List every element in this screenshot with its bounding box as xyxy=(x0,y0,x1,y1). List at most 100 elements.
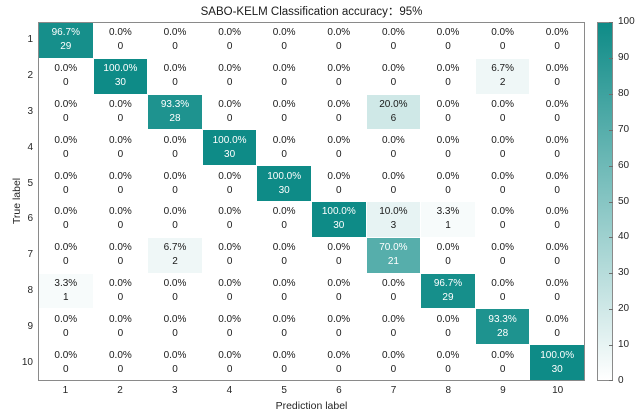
cell-percent: 93.3% xyxy=(160,98,190,110)
cell-count: 0 xyxy=(336,327,342,339)
matrix-cell-r2-c1: 0.0% 0 xyxy=(39,58,93,94)
matrix-cell-r7-c1: 0.0% 0 xyxy=(39,237,93,273)
matrix-cell-r10-c6: 0.0% 0 xyxy=(311,345,366,380)
cell-count: 0 xyxy=(281,256,287,268)
cell-count: 0 xyxy=(554,327,560,339)
matrix-cell-r1-c2: 0.0% 0 xyxy=(93,23,148,58)
matrix-cell-r7-c8: 0.0% 0 xyxy=(421,237,475,273)
cell-percent: 0.0% xyxy=(381,349,405,361)
cell-percent: 3.3% xyxy=(436,206,460,218)
cell-count: 0 xyxy=(390,148,397,160)
cell-count: 0 xyxy=(63,220,69,232)
cell-count: 30 xyxy=(224,148,236,160)
cell-percent: 0.0% xyxy=(218,206,241,218)
matrix-cell-r7-c2: 0.0% 0 xyxy=(93,237,148,273)
cell-count: 0 xyxy=(172,148,178,160)
cell-percent: 0.0% xyxy=(218,170,241,182)
colorbar-tick-80: 80 xyxy=(618,87,630,99)
matrix-cell-r9-c3: 0.0% 0 xyxy=(148,309,202,345)
matrix-cell-r8-c5: 0.0% 0 xyxy=(257,273,311,309)
cell-percent: 0.0% xyxy=(327,27,351,39)
cell-percent: 0.0% xyxy=(108,206,132,218)
matrix-cell-r9-c1: 0.0% 0 xyxy=(39,309,93,345)
cell-percent: 0.0% xyxy=(491,206,514,218)
matrix-cell-r6-c1: 0.0% 0 xyxy=(39,201,93,237)
cell-count: 0 xyxy=(281,363,287,375)
cell-count: 0 xyxy=(172,327,178,339)
cell-percent: 0.0% xyxy=(491,98,514,110)
cell-percent: 0.0% xyxy=(491,277,514,289)
cell-percent: 0.0% xyxy=(436,98,460,110)
matrix-cell-r3-c5: 0.0% 0 xyxy=(257,94,311,130)
matrix-cell-r1-c7: 0.0% 0 xyxy=(366,23,421,58)
cell-percent: 0.0% xyxy=(218,242,241,254)
x-tick-7: 7 xyxy=(390,385,397,396)
matrix-cell-r8-c1: 3.3% 1 xyxy=(39,273,93,309)
cell-count: 0 xyxy=(445,112,451,124)
cell-count: 0 xyxy=(226,327,233,339)
cell-count: 0 xyxy=(445,256,451,268)
y-tick-7: 7 xyxy=(27,249,33,261)
matrix-cell-r6-c4: 0.0% 0 xyxy=(202,201,257,237)
cell-count: 0 xyxy=(336,291,342,303)
cell-count: 0 xyxy=(390,184,397,196)
cell-count: 0 xyxy=(63,112,69,124)
cell-count: 0 xyxy=(445,184,451,196)
matrix-cell-r8-c10: 0.0% 0 xyxy=(530,273,584,309)
cell-count: 0 xyxy=(226,112,233,124)
cell-count: 2 xyxy=(499,77,506,89)
matrix-cell-r8-c7: 0.0% 0 xyxy=(366,273,421,309)
x-tick-4: 4 xyxy=(226,385,233,396)
cell-count: 0 xyxy=(390,77,397,89)
cell-percent: 0.0% xyxy=(545,27,569,39)
cell-percent: 0.0% xyxy=(54,170,78,182)
matrix-cell-r10-c8: 0.0% 0 xyxy=(421,345,475,380)
cell-percent: 0.0% xyxy=(163,27,187,39)
matrix-cell-r3-c2: 0.0% 0 xyxy=(93,94,148,130)
matrix-cell-r6-c3: 0.0% 0 xyxy=(148,201,202,237)
matrix-cell-r10-c9: 0.0% 0 xyxy=(475,345,530,380)
matrix-cell-r5-c7: 0.0% 0 xyxy=(366,166,421,201)
cell-percent: 10.0% xyxy=(379,206,408,218)
cell-percent: 0.0% xyxy=(327,134,351,146)
cell-count: 0 xyxy=(117,41,124,53)
y-tick-8: 8 xyxy=(27,285,33,297)
colorbar-tick-mark xyxy=(609,57,613,59)
cell-percent: 0.0% xyxy=(436,170,460,182)
cell-percent: 0.0% xyxy=(108,27,132,39)
cell-percent: 0.0% xyxy=(491,27,514,39)
cell-percent: 0.0% xyxy=(54,98,78,110)
cell-count: 0 xyxy=(63,256,69,268)
matrix-cell-r4-c4: 100.0% 30 xyxy=(202,130,257,166)
cell-count: 0 xyxy=(172,77,178,89)
cell-percent: 100.0% xyxy=(321,206,356,218)
cell-percent: 0.0% xyxy=(272,313,296,325)
matrix-cell-r10-c3: 0.0% 0 xyxy=(148,345,202,380)
matrix-cell-r3-c6: 0.0% 0 xyxy=(311,94,366,130)
matrix-cell-r2-c10: 0.0% 0 xyxy=(530,58,584,94)
matrix-cell-r8-c9: 0.0% 0 xyxy=(475,273,530,309)
cell-count: 0 xyxy=(281,148,287,160)
colorbar-tick-30: 30 xyxy=(618,267,630,279)
cell-count: 0 xyxy=(117,256,124,268)
matrix-cell-r7-c5: 0.0% 0 xyxy=(257,237,311,273)
cell-count: 0 xyxy=(445,77,451,89)
matrix-cell-r8-c2: 0.0% 0 xyxy=(93,273,148,309)
cell-percent: 0.0% xyxy=(545,134,569,146)
cell-percent: 0.0% xyxy=(327,349,351,361)
cell-percent: 0.0% xyxy=(54,313,78,325)
cell-count: 0 xyxy=(554,77,560,89)
matrix-cell-r5-c10: 0.0% 0 xyxy=(530,166,584,201)
y-tick-1: 1 xyxy=(27,33,33,45)
matrix-cell-r6-c7: 10.0% 3 xyxy=(366,201,421,237)
matrix-cell-r10-c5: 0.0% 0 xyxy=(257,345,311,380)
cell-percent: 0.0% xyxy=(381,63,405,75)
matrix-cell-r2-c4: 0.0% 0 xyxy=(202,58,257,94)
cell-count: 0 xyxy=(63,184,69,196)
matrix-cell-r10-c1: 0.0% 0 xyxy=(39,345,93,380)
matrix-cell-r4-c7: 0.0% 0 xyxy=(366,130,421,166)
cell-count: 0 xyxy=(390,41,397,53)
y-tick-9: 9 xyxy=(27,321,33,333)
cell-count: 0 xyxy=(281,77,287,89)
x-tick-2: 2 xyxy=(117,385,123,396)
